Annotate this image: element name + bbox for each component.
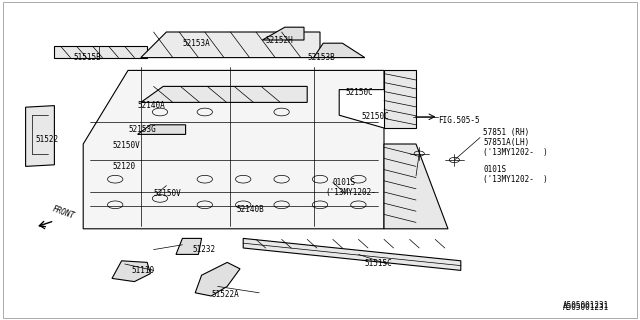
- Text: 52150C: 52150C: [362, 112, 389, 121]
- Text: ('13MY1202-: ('13MY1202-: [325, 188, 376, 196]
- Polygon shape: [141, 32, 320, 58]
- Polygon shape: [243, 238, 461, 270]
- Text: 52153G: 52153G: [128, 125, 156, 134]
- Text: 52153B: 52153B: [307, 53, 335, 62]
- Text: 51515C: 51515C: [365, 260, 392, 268]
- Text: 52153A: 52153A: [182, 39, 210, 48]
- Polygon shape: [262, 27, 304, 40]
- Text: 52150V: 52150V: [112, 141, 140, 150]
- Text: FRONT: FRONT: [51, 205, 76, 221]
- Text: 51522A: 51522A: [211, 290, 239, 299]
- Polygon shape: [83, 70, 384, 229]
- Polygon shape: [176, 238, 202, 254]
- Text: 51515B: 51515B: [74, 53, 101, 62]
- Polygon shape: [26, 106, 54, 166]
- Text: ('13MY1202-  ): ('13MY1202- ): [483, 148, 548, 156]
- Text: 51522: 51522: [35, 135, 58, 144]
- Polygon shape: [112, 261, 150, 282]
- Text: 52150V: 52150V: [154, 189, 181, 198]
- Text: A505001231: A505001231: [563, 301, 609, 310]
- Text: 57851A(LH): 57851A(LH): [483, 138, 529, 147]
- Polygon shape: [141, 86, 307, 102]
- Text: 0101S: 0101S: [333, 178, 356, 187]
- Polygon shape: [384, 70, 416, 128]
- Text: 52150C: 52150C: [346, 88, 373, 97]
- Text: 52120: 52120: [112, 162, 135, 171]
- Text: ('13MY1202-  ): ('13MY1202- ): [483, 175, 548, 184]
- Text: A505001231: A505001231: [563, 303, 609, 312]
- Text: 52140B: 52140B: [237, 205, 264, 214]
- Polygon shape: [54, 46, 147, 58]
- Text: FIG.505-5: FIG.505-5: [438, 116, 480, 124]
- Polygon shape: [138, 125, 186, 134]
- Polygon shape: [384, 144, 448, 229]
- Text: 52140A: 52140A: [138, 101, 165, 110]
- Text: 52152H: 52152H: [266, 36, 293, 44]
- Polygon shape: [314, 43, 365, 58]
- Text: 51110: 51110: [131, 266, 154, 275]
- Text: 0101S: 0101S: [483, 165, 506, 174]
- Text: 57851 (RH): 57851 (RH): [483, 128, 529, 137]
- Text: 51232: 51232: [192, 245, 215, 254]
- Polygon shape: [195, 262, 240, 296]
